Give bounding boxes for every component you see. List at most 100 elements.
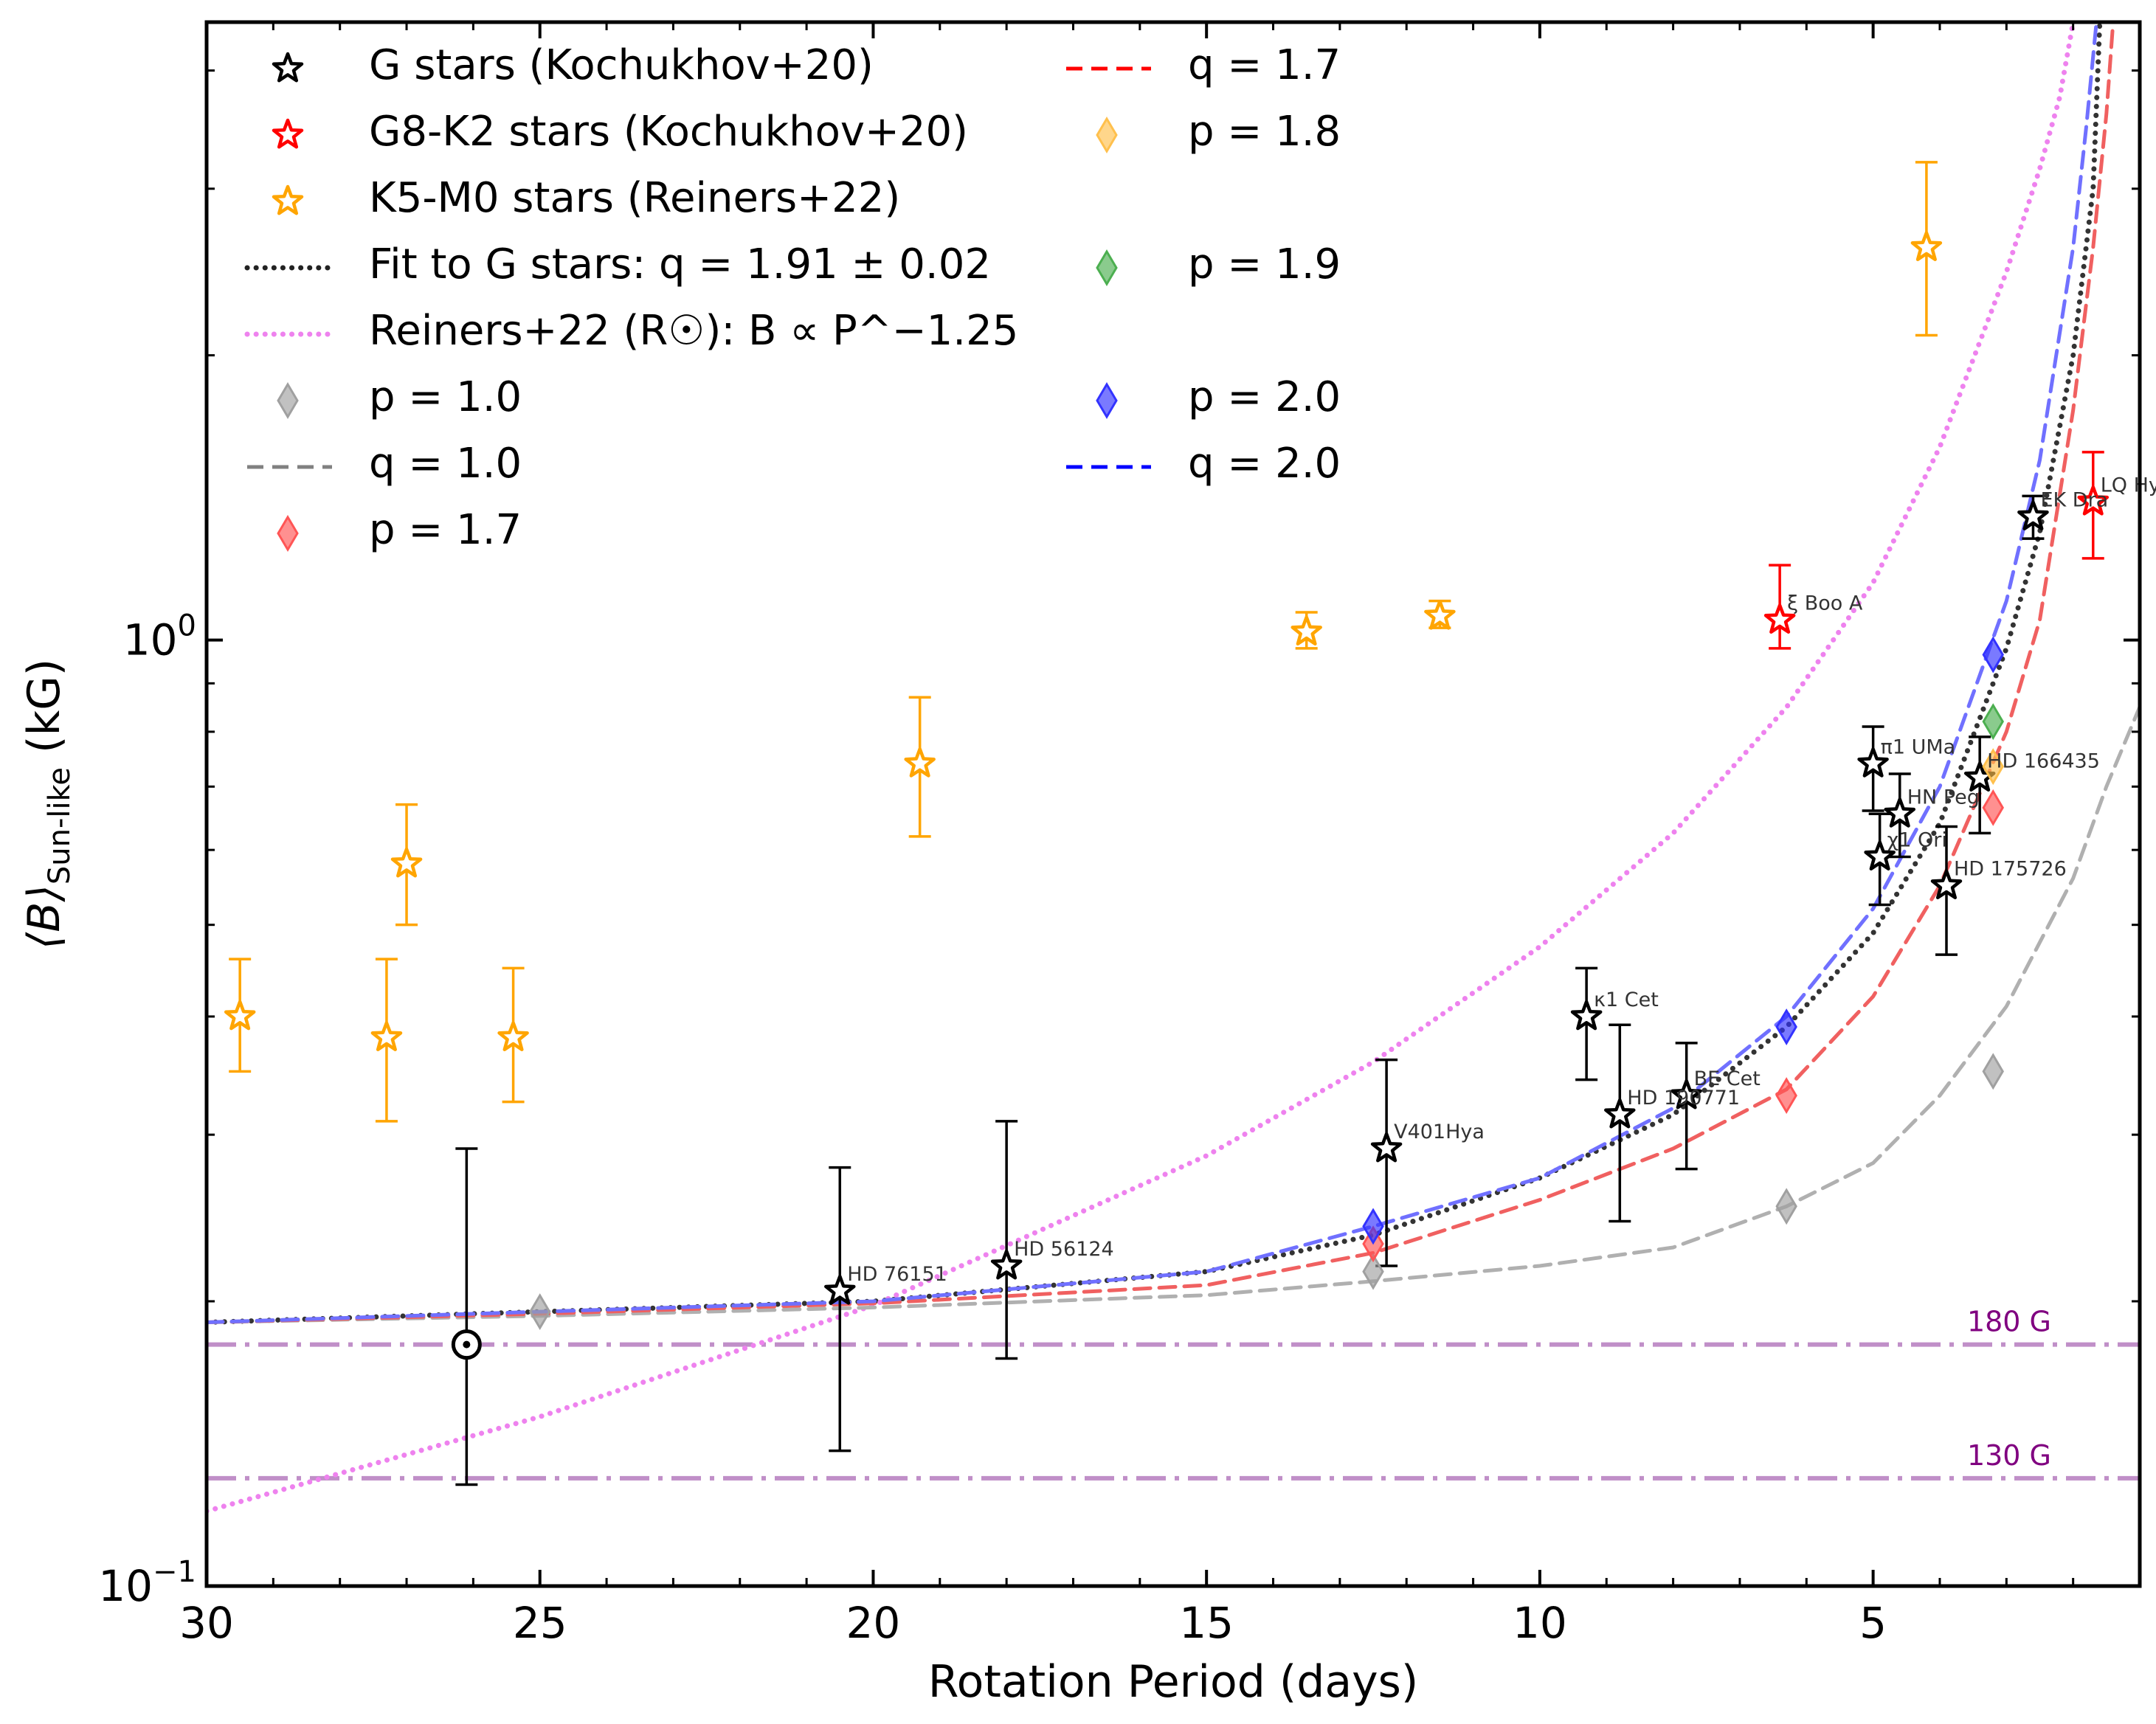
y-axis-title-main: ⟨B⟩ [18, 884, 70, 949]
point-sun-0 [451, 1147, 482, 1486]
x-tick-label-10: 10 [1513, 1598, 1567, 1648]
legend-label-4: Reiners+22 (R☉): B ∝ P^−1.25 [369, 307, 1018, 355]
star-marker [1424, 599, 1456, 630]
legend-entry-6: q = 1.0 [247, 440, 522, 488]
star-marker [370, 1021, 403, 1051]
diamond-marker [1982, 748, 2004, 786]
star-marker [904, 747, 936, 778]
point-k5-m0-stars-reiners-22--6 [1424, 599, 1456, 630]
legend-entry-8: q = 1.7 [1066, 41, 1341, 89]
star-marker [1910, 231, 1943, 261]
diamond-marker [1775, 1008, 1797, 1045]
legend-label-12: q = 2.0 [1188, 440, 1341, 488]
point-p-2-0-1 [1775, 1008, 1797, 1045]
diamond-marker [1982, 789, 2004, 826]
plot-frame [204, 20, 2142, 1588]
y-tick-label-0: 10−1 [98, 1555, 196, 1611]
diamond-marker [1982, 1053, 2004, 1090]
legend-star-icon [272, 184, 304, 215]
point-label-g-stars-kochukhov-20--6: π1 UMa [1881, 735, 1956, 758]
star-marker [1291, 615, 1322, 646]
y-axis-title-subscript: Sun-like [43, 767, 77, 884]
point-label-g-stars-kochukhov-20--7: HN Peg [1907, 786, 1980, 809]
point-p-1-9-0 [1982, 703, 2004, 741]
star-marker [224, 1000, 256, 1031]
star-marker [824, 1274, 856, 1305]
point-label-g-stars-kochukhov-20--8: χ1 Ori [1887, 828, 1947, 851]
legend-label-11: p = 2.0 [1188, 373, 1341, 421]
point-k5-m0-stars-reiners-22--5 [1291, 611, 1322, 650]
legend-diamond-icon [1096, 117, 1118, 153]
legend-entry-7: p = 1.7 [277, 506, 522, 554]
legend-entry-12: q = 2.0 [1066, 440, 1341, 488]
star-marker [2017, 500, 2049, 530]
point-k5-m0-stars-reiners-22--1 [370, 958, 403, 1123]
point-label-g-stars-kochukhov-20--11: EK Dra [2040, 489, 2108, 512]
point-label-g-stars-kochukhov-20--10: HD 175726 [1954, 858, 2067, 881]
legend-diamond-icon [1096, 249, 1118, 286]
point-g-stars-kochukhov-20--0 [824, 1166, 856, 1453]
point-g8-k2-stars-kochukhov-20--1 [2077, 451, 2110, 560]
x-tick-label-25: 25 [513, 1598, 567, 1648]
point-k5-m0-stars-reiners-22--4 [904, 696, 936, 838]
diamond-marker [528, 1293, 551, 1331]
star-marker [1570, 1000, 1603, 1031]
point-g-stars-kochukhov-20--5 [1670, 1042, 1702, 1171]
y-axis-title-unit: (kG) [18, 659, 70, 767]
point-label-g-stars-kochukhov-20--3: κ1 Cet [1594, 989, 1659, 1011]
legend-label-1: G8-K2 stars (Kochukhov+20) [369, 108, 968, 156]
legend-label-10: p = 1.9 [1188, 240, 1341, 288]
point-p-1-7-2 [1982, 789, 2004, 826]
star-marker [497, 1021, 529, 1051]
x-tick-label-20: 20 [846, 1598, 901, 1648]
star-marker [990, 1249, 1023, 1280]
point-k5-m0-stars-reiners-22--2 [390, 803, 423, 927]
point-label-g-stars-kochukhov-20--0: HD 76151 [847, 1263, 947, 1286]
star-marker [2077, 485, 2110, 516]
point-g-stars-kochukhov-20--8 [1864, 812, 1896, 907]
star-marker [390, 847, 423, 878]
point-label-g8-k2-stars-kochukhov-20--0: ξ Boo A [1787, 592, 1863, 615]
point-g-stars-kochukhov-20--11 [2017, 494, 2049, 540]
point-g-stars-kochukhov-20--10 [1930, 825, 1963, 956]
point-p-1-8-0 [1982, 748, 2004, 786]
point-label-g-stars-kochukhov-20--4: HD 190771 [1627, 1087, 1740, 1109]
legend-entry-11: p = 2.0 [1096, 373, 1341, 421]
legend-label-0: G stars (Kochukhov+20) [369, 41, 874, 89]
star-marker [1857, 747, 1889, 778]
star-marker [1370, 1132, 1403, 1163]
point-g-stars-kochukhov-20--2 [1370, 1058, 1403, 1267]
star-marker [1884, 797, 1916, 828]
curve-q-1-7 [207, 22, 2115, 1324]
legend-label-6: q = 1.0 [369, 440, 522, 488]
point-k5-m0-stars-reiners-22--3 [497, 966, 529, 1104]
diamond-marker [1362, 1208, 1384, 1245]
legend-entry-5: p = 1.0 [277, 373, 522, 421]
x-tick-label-15: 15 [1179, 1598, 1234, 1648]
legend-entry-3: Fit to G stars: q = 1.91 ± 0.02 [244, 240, 991, 288]
point-g-stars-kochukhov-20--1 [990, 1120, 1023, 1360]
point-g-stars-kochukhov-20--4 [1604, 1023, 1636, 1223]
legend-label-7: p = 1.7 [369, 506, 522, 554]
point-label-g-stars-kochukhov-20--2: V401Hya [1394, 1121, 1485, 1143]
legend-label-9: p = 1.8 [1188, 108, 1341, 156]
point-k5-m0-stars-reiners-22--0 [224, 958, 256, 1073]
point-p-1-0-0 [528, 1293, 551, 1331]
legend-star-icon [272, 118, 304, 149]
y-tick-label-1: 100 [123, 609, 196, 665]
legend-diamond-icon [277, 382, 299, 419]
y-axis-title: ⟨B⟩Sun-like (kG) [18, 659, 77, 949]
point-p-2-0-2 [1982, 636, 2004, 674]
legend-entry-10: p = 1.9 [1096, 240, 1341, 288]
diamond-marker [1982, 636, 2004, 674]
curve-reiners-22-r- [207, 22, 2076, 1514]
reference-line-label-0: 180 G [1967, 1306, 2051, 1338]
legend-entry-0: G stars (Kochukhov+20) [272, 41, 874, 89]
point-p-1-0-3 [1982, 1053, 2004, 1090]
star-marker [1864, 840, 1896, 870]
point-label-g-stars-kochukhov-20--1: HD 56124 [1014, 1238, 1114, 1261]
star-marker [1763, 603, 1796, 634]
legend-entry-9: p = 1.8 [1096, 108, 1341, 156]
point-label-g-stars-kochukhov-20--9: HD 166435 [1987, 750, 2100, 772]
